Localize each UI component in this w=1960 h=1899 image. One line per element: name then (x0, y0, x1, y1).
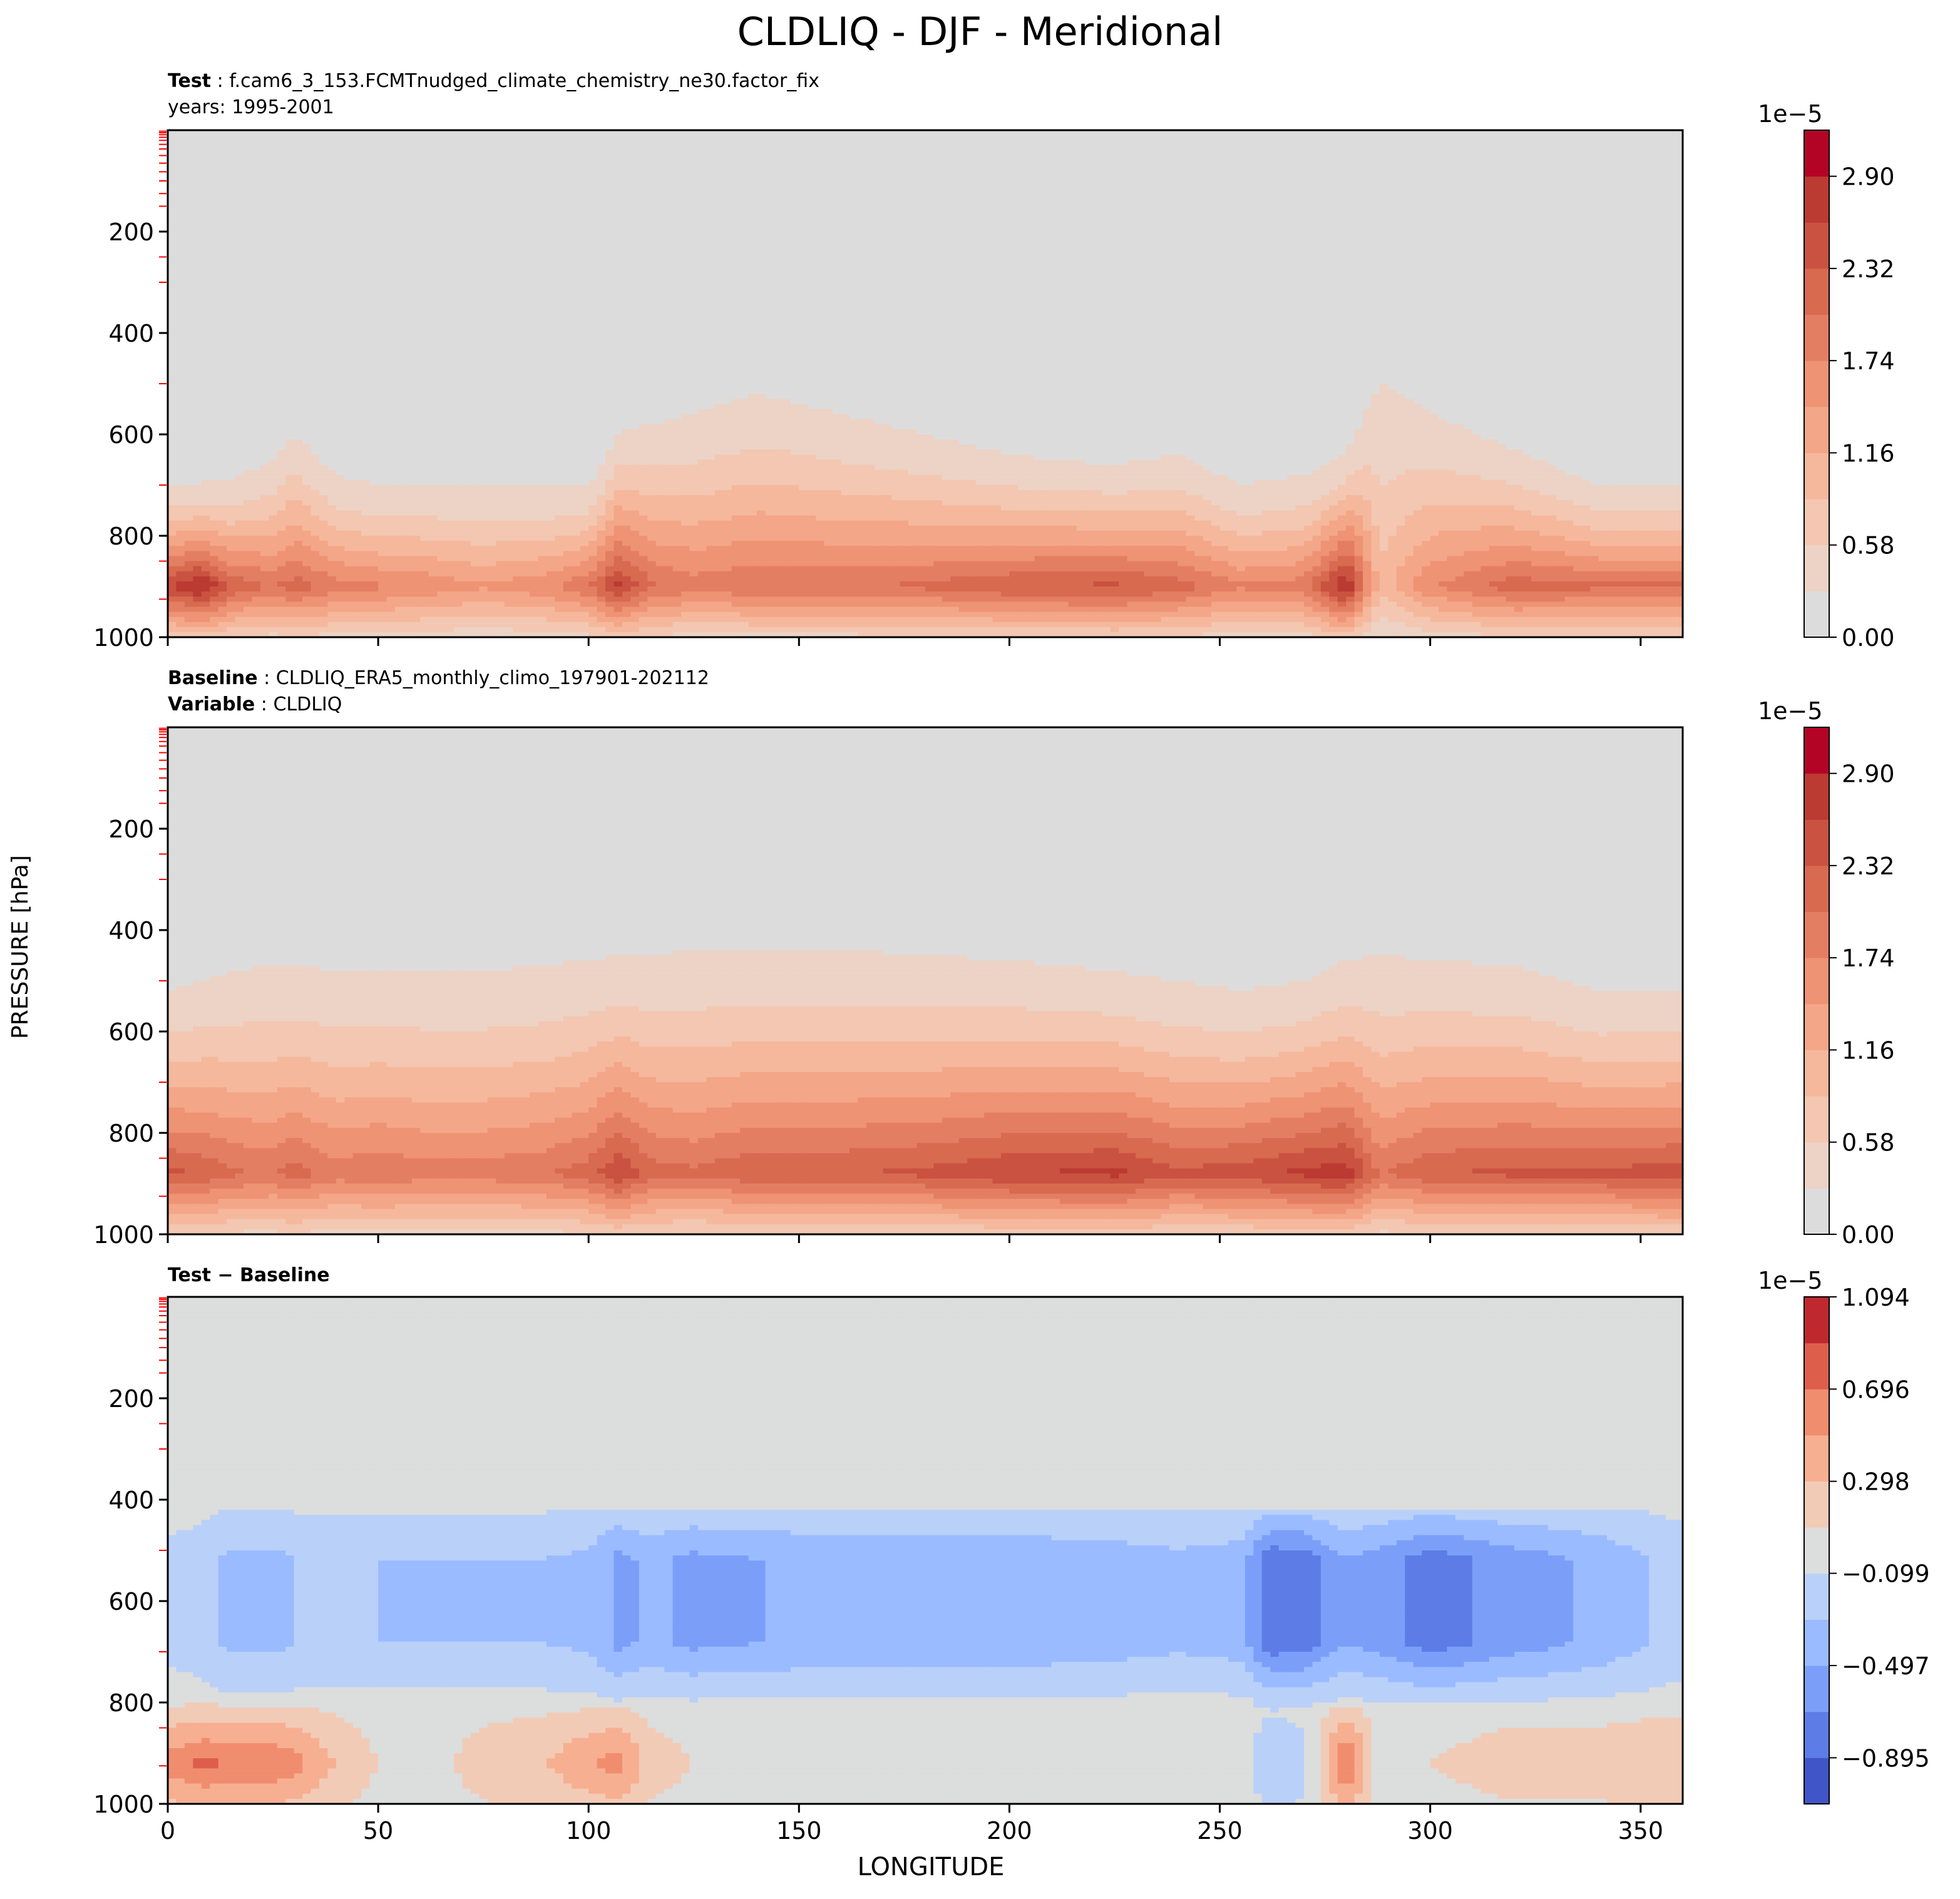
panel1-ytick-label: 1000 (93, 624, 154, 652)
x-axis-label: LONGITUDE (799, 1853, 1062, 1881)
colorbar-tick-label: 0.00 (1842, 1221, 1895, 1249)
colorbar-swatch (1804, 545, 1829, 591)
colorbar-swatch (1804, 314, 1829, 361)
colorbar-tick-label: 0.58 (1842, 1129, 1895, 1157)
panel3-xtick-label: 300 (1407, 1817, 1453, 1845)
panel1-heatmap (168, 130, 1683, 638)
panel1-ytick-label: 400 (108, 320, 154, 347)
colorbar-swatch (1804, 222, 1829, 269)
colorbar-swatch (1804, 819, 1829, 866)
panel3-xtick-label: 200 (987, 1817, 1032, 1845)
colorbar-tick-label: 2.32 (1842, 255, 1895, 283)
panel3-ytick-label: 1000 (93, 1791, 154, 1818)
panel3-colorbar-exponent: 1e−5 (1758, 1267, 1823, 1294)
colorbar-tick-label: 2.90 (1842, 163, 1895, 191)
panel2-ytick-label: 1000 (93, 1221, 154, 1249)
colorbar-swatch (1804, 1481, 1829, 1528)
panel3-ytick-label: 600 (108, 1588, 154, 1615)
panel3-frame (167, 1296, 1684, 1805)
panel3-colorbar: −0.895 −0.497 −0.099 0.298 0.696 1.094 (1804, 1284, 1930, 1804)
colorbar-swatch (1804, 1666, 1829, 1712)
colorbar-tick-label: 2.32 (1842, 852, 1895, 880)
colorbar-tick-label: 2.90 (1842, 760, 1895, 788)
colorbar-swatch (1804, 268, 1829, 315)
colorbar-swatch (1804, 1142, 1829, 1189)
panel1-title-line2: years: 1995-2001 (168, 96, 334, 118)
panel1-colorbar-exponent: 1e−5 (1758, 100, 1823, 128)
panel3-xtick-label: 150 (776, 1817, 822, 1845)
panel2-colorbar-exponent: 1e−5 (1758, 697, 1823, 725)
colorbar-tick-label: −0.895 (1842, 1744, 1930, 1772)
panel2-ytick-label: 600 (108, 1018, 154, 1046)
colorbar-tick-label: 0.696 (1842, 1376, 1910, 1403)
panel1-ytick-label: 800 (108, 523, 154, 550)
colorbar-swatch (1804, 591, 1829, 638)
colorbar-swatch (1804, 1003, 1829, 1050)
colorbar-swatch (1804, 499, 1829, 546)
panel1-colorbar: 0.00 0.58 1.16 1.74 2.32 2.90 (1804, 130, 1895, 652)
panel3-xtick-label: 100 (566, 1817, 612, 1845)
panel1-title-line1: Test : f.cam6_3_153.FCMTnudged_climate_c… (168, 70, 819, 92)
colorbar-swatch (1804, 1435, 1829, 1482)
colorbar-swatch (1804, 1758, 1829, 1804)
panel2-title-line2: Variable : CLDLIQ (168, 694, 342, 715)
colorbar-swatch (1804, 406, 1829, 453)
colorbar-swatch (1804, 1573, 1829, 1620)
panel3-heatmap (168, 1297, 1683, 1804)
panel3-xtick-label: 50 (363, 1817, 393, 1845)
colorbar-tick-label: 0.298 (1842, 1468, 1910, 1496)
panel1-ytick-label: 200 (108, 218, 154, 246)
panel1-frame (167, 129, 1684, 638)
colorbar-swatch (1804, 958, 1829, 1005)
panel2-frame (167, 726, 1684, 1236)
colorbar-swatch (1804, 1297, 1829, 1344)
figure-title: CLDLIQ - DJF - Meridional (0, 9, 1960, 54)
colorbar-tick-label: 1.16 (1842, 1037, 1895, 1064)
colorbar-swatch (1804, 1188, 1829, 1235)
panel3-xtick-label: 250 (1197, 1817, 1243, 1845)
panel2-ytick-label: 400 (108, 917, 154, 944)
panel2-title-line1: Baseline : CLDLIQ_ERA5_monthly_climo_197… (168, 667, 709, 689)
colorbar-frame (1804, 727, 1830, 1235)
panel1-ytick-label: 600 (108, 421, 154, 449)
colorbar-frame (1804, 130, 1830, 638)
colorbar-swatch (1804, 865, 1829, 913)
colorbar-tick-label: −0.497 (1842, 1652, 1930, 1680)
colorbar-swatch (1804, 1619, 1829, 1666)
colorbar-swatch (1804, 1343, 1829, 1390)
colorbar-swatch (1804, 361, 1829, 407)
panel3-title-line1: Test − Baseline (168, 1264, 330, 1286)
colorbar-tick-label: 0.00 (1842, 624, 1895, 652)
colorbar-tick-label: 1.74 (1842, 944, 1895, 972)
panel2-ytick-label: 800 (108, 1120, 154, 1147)
colorbar-swatch (1804, 1389, 1829, 1436)
panel3-ytick-label: 800 (108, 1689, 154, 1717)
colorbar-swatch (1804, 911, 1829, 958)
colorbar-swatch (1804, 176, 1829, 223)
panel2-colorbar: 0.00 0.58 1.16 1.74 2.32 2.90 (1804, 727, 1895, 1249)
panel2-heatmap (168, 727, 1683, 1235)
colorbar-swatch (1804, 1711, 1829, 1758)
colorbar-tick-label: 0.58 (1842, 532, 1895, 560)
colorbar-tick-label: 1.094 (1842, 1284, 1910, 1311)
panel2-ytick-label: 200 (108, 816, 154, 843)
colorbar-swatch (1804, 727, 1829, 774)
colorbar-tick-label: 1.16 (1842, 439, 1895, 467)
colorbar-tick-label: 1.74 (1842, 347, 1895, 375)
colorbar-swatch (1804, 130, 1829, 177)
colorbar-swatch (1804, 453, 1829, 499)
panel3-xtick-label: 0 (160, 1817, 175, 1845)
colorbar-swatch (1804, 1050, 1829, 1097)
colorbar-swatch (1804, 1527, 1829, 1574)
panel3-ytick-label: 200 (108, 1385, 154, 1413)
colorbar-frame (1804, 1296, 1830, 1804)
colorbar-swatch (1804, 1096, 1829, 1143)
panel3-ytick-label: 400 (108, 1487, 154, 1514)
colorbar-tick-label: −0.099 (1842, 1560, 1930, 1588)
panel3-xtick-label: 350 (1618, 1817, 1664, 1845)
colorbar-swatch (1804, 773, 1829, 820)
